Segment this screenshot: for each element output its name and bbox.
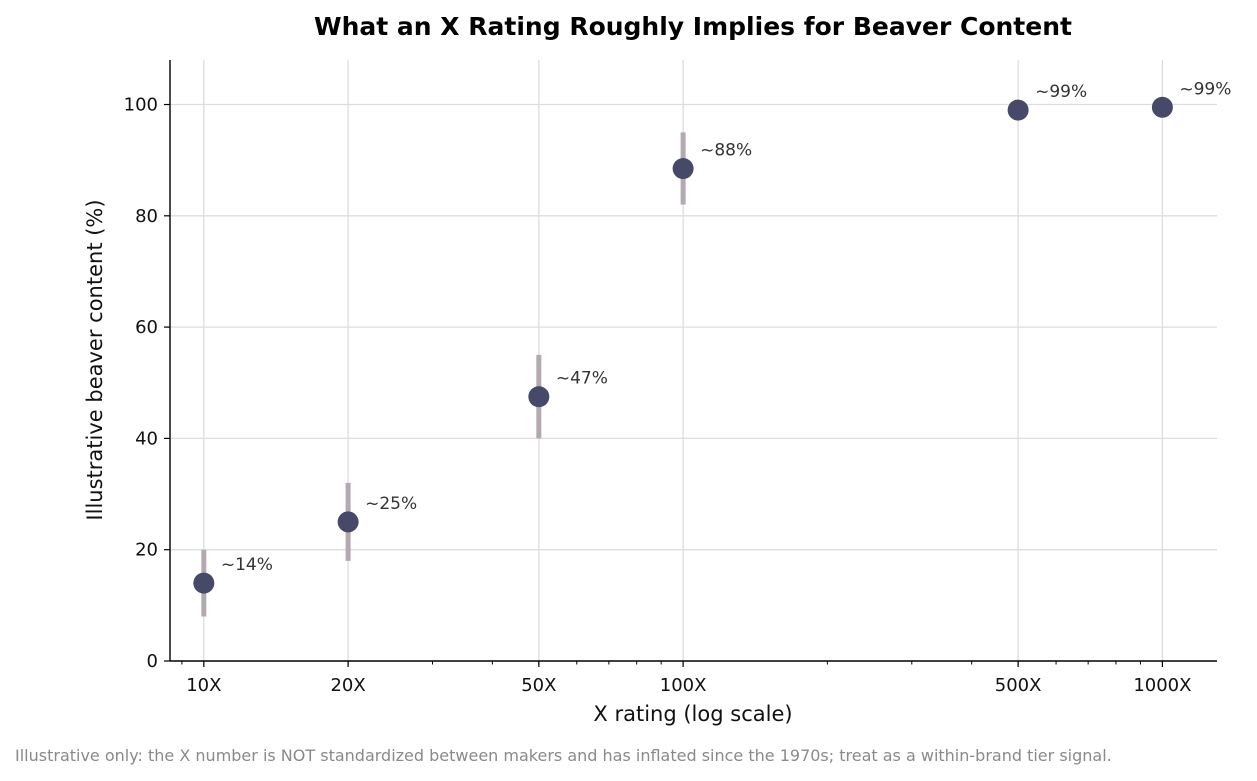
chart-title: What an X Rating Roughly Implies for Bea…: [314, 12, 1072, 41]
y-tick-label: 60: [135, 317, 158, 338]
x-tick-label: 1000X: [1133, 675, 1191, 696]
y-tick-label: 20: [135, 540, 158, 561]
y-tick-label: 100: [124, 95, 158, 116]
data-label: ~88%: [700, 141, 752, 161]
y-tick-label: 80: [135, 206, 158, 227]
y-tick-label: 0: [147, 651, 158, 672]
data-point: [337, 511, 359, 533]
grid: [170, 60, 1217, 661]
data-label: ~14%: [221, 555, 273, 575]
axes: [169, 60, 1217, 662]
x-tick-label: 20X: [330, 675, 365, 696]
data-point: [672, 158, 694, 180]
y-ticks: 0 20 40 60 80 100: [124, 95, 170, 672]
x-tick-label: 500X: [995, 675, 1042, 696]
data-point: [1151, 96, 1173, 118]
data-point: [193, 572, 215, 594]
data-label: ~25%: [365, 494, 417, 514]
data-labels: ~14% ~25% ~47% ~88% ~99% ~99%: [221, 79, 1232, 575]
data-label: ~47%: [556, 369, 608, 389]
y-tick-label: 40: [135, 428, 158, 449]
data-points: [193, 96, 1173, 594]
y-axis-label: Illustrative beaver content (%): [83, 199, 107, 520]
x-tick-label: 50X: [521, 675, 556, 696]
data-label: ~99%: [1179, 79, 1231, 99]
footnote: Illustrative only: the X number is NOT s…: [15, 746, 1112, 765]
data-point: [1007, 99, 1029, 121]
x-tick-label: 100X: [660, 675, 707, 696]
data-point: [528, 386, 550, 408]
x-axis-label: X rating (log scale): [593, 702, 792, 726]
x-tick-label: 10X: [186, 675, 221, 696]
data-label: ~99%: [1035, 82, 1087, 102]
error-bars: [201, 132, 686, 617]
x-ticks: 10X 20X 50X 100X 500X 1000X: [181, 661, 1191, 696]
